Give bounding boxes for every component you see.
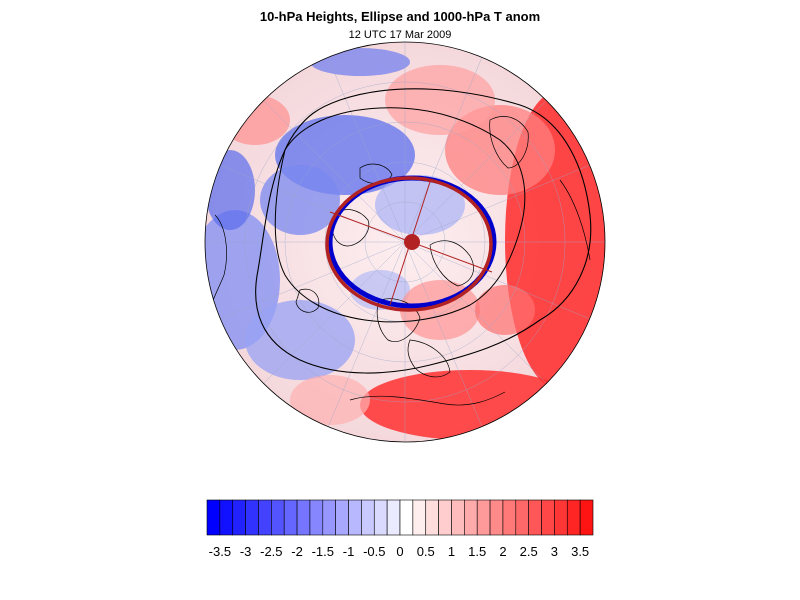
colorbar-segment	[476, 499, 491, 536]
ellipse-center-marker	[404, 234, 420, 250]
anomaly-blob-warm-right-center	[475, 285, 535, 335]
chart-title: 10-hPa Heights, Ellipse and 1000-hPa T a…	[259, 9, 541, 24]
colorbar-segment	[464, 499, 478, 536]
height-contour-outer	[255, 88, 592, 374]
colorbar-tick-label: -3	[240, 544, 252, 559]
colorbar-tick-label: -1	[343, 544, 355, 559]
colorbar-segment	[283, 499, 298, 536]
colorbar-segment	[489, 499, 504, 536]
chart-subtitle: 12 UTC 17 Mar 2009	[348, 29, 452, 41]
colorbar-segment	[322, 499, 336, 536]
colorbar-segment	[245, 499, 259, 536]
colorbar-segment	[451, 499, 465, 536]
colorbar-segment	[309, 499, 324, 536]
colorbar-segment	[425, 499, 439, 536]
colorbar-tick-label: 1.5	[468, 544, 486, 559]
colorbar-segment	[373, 499, 388, 536]
colorbar-segment	[399, 499, 414, 536]
colorbar-segment	[258, 499, 272, 536]
colorbar-segment	[361, 499, 375, 536]
colorbar-segment	[206, 499, 221, 536]
colorbar-tick-label: -2.5	[260, 544, 282, 559]
colorbar-tick-label: -1.5	[312, 544, 334, 559]
colorbar-tick-label: 2.5	[520, 544, 538, 559]
colorbar-tick-label: 0.5	[417, 544, 435, 559]
colorbar-tick-label: -2	[291, 544, 303, 559]
temperature-anomaly-field	[205, 42, 605, 442]
colorbar-tick-label: 3	[551, 544, 558, 559]
colorbar-segment	[515, 499, 529, 536]
globe-outline	[204, 41, 606, 443]
colorbar-tick-label: -3.5	[209, 544, 231, 559]
ellipse-red	[325, 176, 493, 312]
colorbar-tick-label: 0	[396, 544, 403, 559]
colorbar-segment	[528, 499, 542, 536]
colorbar-segment	[412, 499, 427, 536]
colorbar-segment	[348, 499, 362, 536]
colorbar-tick-label: 2	[499, 544, 506, 559]
colorbar-segment	[579, 499, 594, 536]
anomaly-blob-cold-canada	[260, 165, 340, 235]
colorbar-tick-label: 1	[448, 544, 455, 559]
anomaly-blob-warm-southwest	[290, 375, 370, 425]
anomaly-blob-warm-north	[385, 65, 495, 135]
colorbar-segment	[271, 499, 285, 536]
colorbar-tick-label: -0.5	[363, 544, 385, 559]
anomaly-blob-cold-southwest	[245, 300, 355, 380]
colorbar-segment	[335, 499, 349, 536]
colorbar-segment	[386, 499, 401, 536]
colorbar-segment	[438, 499, 452, 536]
colorbar-segment	[219, 499, 234, 536]
colorbar-segment	[566, 499, 581, 536]
colorbar-segment	[232, 499, 246, 536]
colorbar-segment	[296, 499, 311, 536]
colorbar-segment	[541, 499, 555, 536]
colorbar-segment	[554, 499, 568, 536]
colorbar-segment	[502, 499, 517, 536]
colorbar-tick-label: 3.5	[571, 544, 589, 559]
height-contour-inner	[274, 107, 526, 323]
